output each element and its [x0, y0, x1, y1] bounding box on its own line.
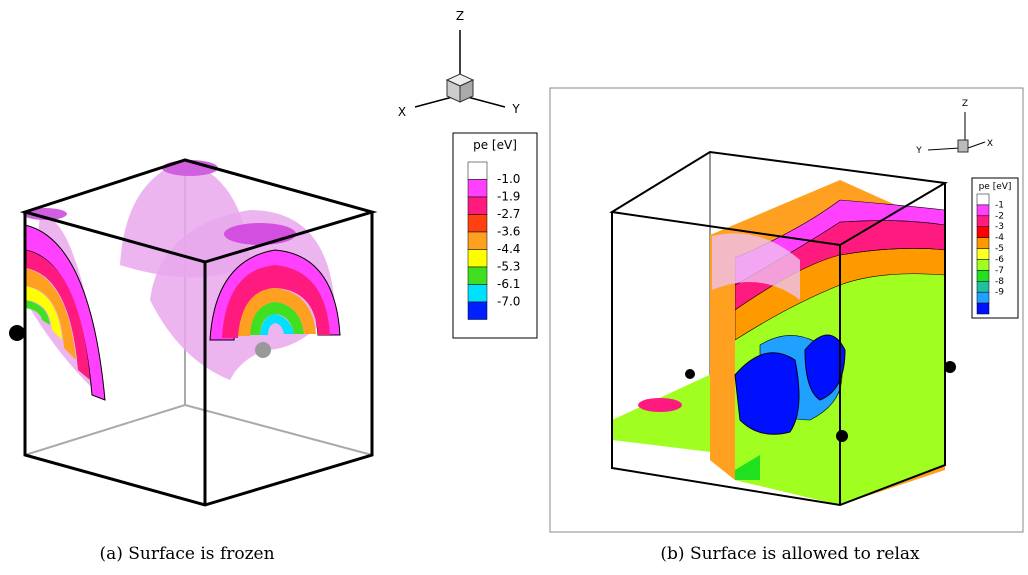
axis-label-x: X [398, 105, 406, 119]
figure: Z X Y pe [eV] -1.0 -1.9 -2.7 -3.6 -4.4 -5.3 -6… [0, 0, 1028, 575]
legend-swatch [468, 285, 487, 303]
legend-swatch [977, 303, 989, 314]
legend-label: -3.6 [497, 225, 520, 239]
axis-label-z: Z [962, 99, 968, 109]
axis-triad-b: Z Y X [915, 99, 993, 156]
legend-label: -6 [995, 255, 1004, 265]
axis-label-x: X [987, 139, 993, 149]
legend-b: pe [eV] -1-2-3-4-5-6-7-8-9 [972, 178, 1018, 318]
legend-label: -8 [995, 277, 1004, 287]
panel-a-render [9, 160, 372, 505]
legend-label: -3 [995, 222, 1004, 232]
legend-swatch [977, 292, 989, 303]
legend-swatch [468, 232, 487, 250]
legend-swatch [468, 197, 487, 215]
axis-label-z: Z [456, 9, 464, 23]
legend-swatch [977, 249, 989, 260]
legend-label: -6.1 [497, 277, 520, 291]
legend-swatch [468, 267, 487, 285]
legend-swatch [468, 180, 487, 198]
caption-b: (b) Surface is allowed to relax [660, 544, 920, 564]
axis-triad-a: Z X Y [398, 9, 520, 119]
axis-label-y: Y [511, 102, 520, 116]
legend-swatch [468, 250, 487, 268]
panel-b-render [612, 152, 956, 505]
legend-swatch [468, 302, 487, 320]
legend-swatch [977, 281, 989, 292]
legend-label: -1.9 [497, 190, 520, 204]
legend-swatch [977, 270, 989, 281]
legend-a: pe [eV] -1.0 -1.9 -2.7 -3.6 -4.4 -5.3 -6.1 -7.0 [453, 133, 537, 338]
legend-swatch [977, 205, 989, 216]
legend-label: -4.4 [497, 242, 520, 256]
legend-label: -5 [995, 244, 1004, 254]
legend-label: -5.3 [497, 260, 520, 274]
legend-swatch [977, 227, 989, 238]
legend-title: pe [eV] [979, 182, 1012, 192]
legend-swatch [468, 215, 487, 233]
legend-swatch [977, 238, 989, 249]
caption-a: (a) Surface is frozen [99, 544, 274, 564]
legend-swatch [977, 194, 989, 205]
legend-swatch [977, 259, 989, 270]
legend-label: -4 [995, 233, 1004, 243]
legend-label: -1.0 [497, 172, 520, 186]
legend-label: -7.0 [497, 295, 520, 309]
legend-label: -1 [995, 200, 1004, 210]
legend-label: -2 [995, 211, 1004, 221]
legend-swatch [468, 162, 487, 180]
axis-label-y: Y [915, 146, 922, 156]
legend-swatch [977, 216, 989, 227]
legend-label: -7 [995, 266, 1004, 276]
legend-label: -9 [995, 288, 1004, 298]
legend-label: -2.7 [497, 207, 520, 221]
legend-title: pe [eV] [473, 138, 517, 152]
